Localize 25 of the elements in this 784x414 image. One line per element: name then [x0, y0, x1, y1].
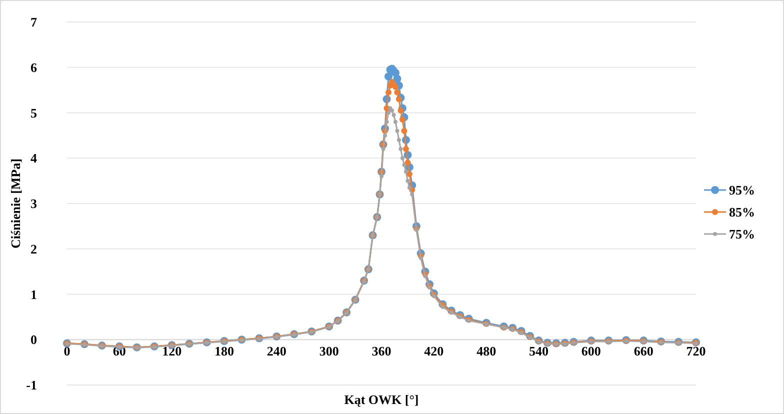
- x-tick-label: 600: [581, 344, 601, 359]
- y-tick-label: 0: [30, 332, 37, 348]
- y-tick-label: 1: [30, 286, 37, 302]
- x-axis-title: Kąt OWK [°]: [344, 392, 419, 407]
- x-tick-label: 240: [266, 344, 286, 359]
- legend-label: 95%: [729, 182, 755, 198]
- y-tick-label: 4: [30, 150, 38, 166]
- y-tick-label: 6: [30, 60, 38, 75]
- legend-label: 75%: [729, 226, 755, 242]
- y-tick-label: 2: [30, 241, 37, 256]
- x-tick-label: 420: [424, 344, 444, 359]
- x-tick-label: 300: [319, 344, 339, 359]
- x-tick-label: 360: [372, 344, 392, 359]
- x-tick-label: 480: [476, 344, 496, 359]
- y-tick-label: -1: [26, 378, 37, 393]
- y-tick-label: 5: [30, 105, 38, 120]
- x-tick-label: 0: [64, 344, 70, 359]
- x-tick-label: 540: [529, 344, 548, 359]
- x-tick-label: 180: [214, 344, 234, 359]
- y-axis-title: Ciśnienie [MPa]: [8, 158, 23, 248]
- x-tick-label: 660: [634, 344, 654, 359]
- y-tick-label: 3: [30, 196, 38, 212]
- y-tick-label: 7: [30, 14, 38, 30]
- legend-label: 85%: [729, 204, 755, 220]
- x-tick-label: 720: [686, 344, 706, 359]
